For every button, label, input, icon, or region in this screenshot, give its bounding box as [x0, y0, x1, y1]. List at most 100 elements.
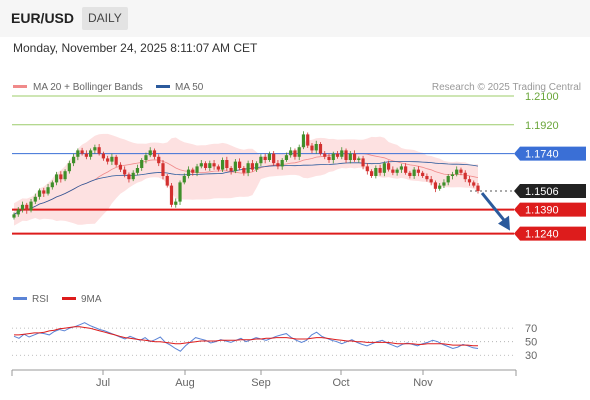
x-tick-label-Aug: Aug	[175, 377, 195, 389]
candle-body	[335, 153, 340, 157]
candle-body	[101, 153, 105, 159]
level-label-1.2100: 1.2100	[525, 91, 559, 103]
candle-body	[301, 134, 306, 148]
candle-body	[446, 176, 450, 183]
ma50-line	[13, 161, 479, 215]
candle-body	[152, 150, 157, 157]
candle-body	[178, 182, 182, 202]
candle-body	[361, 158, 365, 167]
candle-body	[67, 163, 71, 172]
candle-body	[89, 150, 93, 157]
candle-body	[50, 182, 54, 188]
candle-body	[169, 185, 174, 205]
candle-body	[450, 174, 455, 176]
candle-body	[110, 156, 114, 162]
x-tick-label-Jul: Jul	[96, 377, 110, 389]
candle-body	[378, 168, 382, 173]
legend-ma50-label: MA 50	[175, 82, 204, 93]
x-tick-label-Sep: Sep	[251, 377, 271, 389]
candle-body	[327, 156, 331, 160]
candle-body	[25, 204, 29, 211]
bollinger-band-fill	[14, 133, 478, 226]
candle-body	[12, 214, 16, 218]
candle-body	[118, 164, 123, 170]
candle-body	[272, 153, 276, 164]
candle-body	[46, 187, 50, 194]
candle-body	[425, 176, 429, 180]
level-label-1.1506: 1.1506	[525, 186, 559, 198]
candle-body	[323, 153, 327, 157]
timeframe-badge[interactable]: DAILY	[82, 7, 128, 30]
research-credit: Research © 2025 Trading Central	[432, 82, 581, 93]
candle-body	[54, 174, 59, 183]
candle-body	[429, 179, 433, 183]
candle-body	[93, 147, 97, 151]
candle-body	[391, 169, 395, 173]
candle-body	[463, 172, 467, 180]
rsi-legend-swatch	[13, 297, 27, 300]
candle-body	[263, 156, 267, 160]
candle-body	[242, 168, 246, 173]
candle-body	[259, 156, 263, 164]
candle-body	[306, 134, 310, 146]
candle-body	[174, 201, 178, 205]
level-label-1.1390: 1.1390	[525, 205, 559, 217]
candle-body	[246, 163, 250, 173]
candle-body	[276, 163, 280, 167]
rsi-tick-30: 30	[525, 350, 537, 362]
candle-body	[344, 150, 348, 160]
candle-body	[140, 160, 144, 168]
forecast-arrow-line	[480, 192, 508, 224]
candle-body	[212, 163, 216, 167]
candle-body	[208, 163, 212, 168]
rsi-tick-50: 50	[525, 337, 537, 349]
candle-body	[216, 166, 220, 170]
level-tag-1.1506	[514, 184, 586, 199]
candle-body	[255, 163, 259, 170]
candle-body	[233, 161, 237, 172]
candle-body	[310, 145, 314, 151]
candle-body	[467, 179, 472, 183]
candle-body	[365, 166, 369, 172]
candle-body	[250, 163, 254, 170]
candle-body	[387, 163, 391, 170]
candle-body	[357, 158, 361, 160]
rsi-line	[13, 322, 479, 352]
rsi-ma-legend-swatch	[62, 297, 76, 300]
candle-body	[438, 185, 442, 189]
candle-body	[144, 155, 148, 160]
candle-body	[369, 171, 374, 176]
candle-body	[76, 150, 80, 157]
level-label-1.1240: 1.1240	[525, 229, 559, 241]
candle-body	[182, 176, 186, 183]
candle-body	[267, 153, 272, 160]
candle-body	[114, 156, 118, 165]
candle-body	[195, 166, 199, 173]
candle-body	[106, 158, 110, 162]
candle-body	[459, 169, 463, 173]
candle-body	[220, 160, 225, 170]
candle-body	[37, 190, 42, 197]
level-label-1.1740: 1.1740	[525, 149, 559, 161]
candle-body	[33, 196, 37, 202]
candle-body	[476, 185, 480, 192]
legend-bollinger-swatch	[13, 85, 27, 88]
candle-body	[165, 176, 169, 186]
candle-body	[29, 201, 33, 211]
legend-ma50-swatch	[156, 85, 170, 88]
candle-body	[374, 168, 378, 176]
level-label-1.1920: 1.1920	[525, 120, 559, 132]
candle-body	[191, 169, 195, 173]
candle-body	[455, 169, 459, 175]
level-tag-1.1390	[514, 202, 586, 217]
candle-body	[314, 144, 318, 151]
candle-body	[395, 169, 399, 173]
candle-body	[382, 163, 386, 173]
rsi-legend-label: RSI	[32, 294, 49, 305]
rsi-ma-line	[14, 326, 478, 347]
candle-body	[442, 182, 446, 186]
candle-body	[131, 172, 135, 180]
candle-body	[293, 150, 297, 157]
candle-body	[284, 155, 289, 160]
